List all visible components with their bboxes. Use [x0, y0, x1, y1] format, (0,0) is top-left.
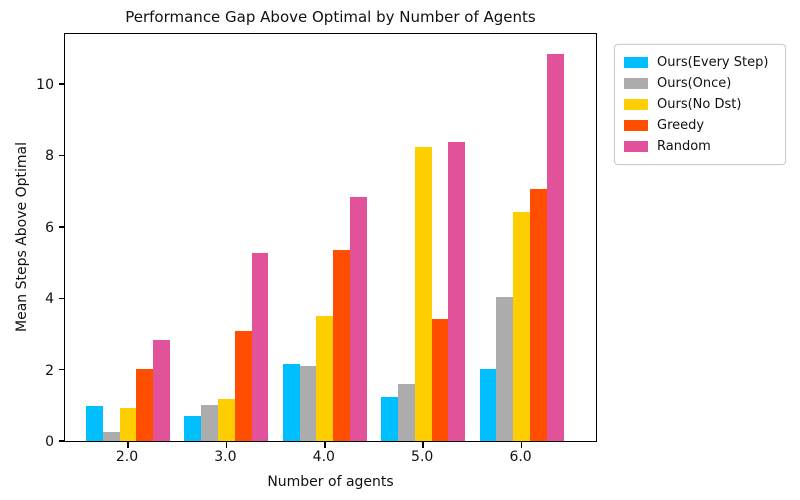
bar-random-agents-5.0: [448, 141, 466, 441]
y-tick-mark: [59, 226, 65, 228]
legend-label: Ours(Once): [657, 76, 732, 91]
x-tick-mark: [520, 441, 523, 448]
bar-random-agents-2.0: [153, 339, 170, 441]
bar-ours-every-step-agents-2.0: [86, 406, 103, 441]
legend-item: Ours(No Dst): [624, 94, 776, 115]
legend-item: Greedy: [624, 115, 776, 136]
bar-ours-no-dst-agents-2.0: [119, 408, 137, 441]
legend-swatch-icon: [624, 120, 648, 131]
bar-random-agents-6.0: [546, 54, 564, 441]
bar-ours-every-step-agents-6.0: [479, 368, 497, 441]
bar-ours-every-step-agents-4.0: [282, 363, 300, 441]
bar-ours-once-agents-4.0: [299, 366, 317, 441]
bar-greedy-agents-2.0: [136, 368, 154, 441]
chart-title: Performance Gap Above Optimal by Number …: [125, 8, 536, 26]
legend-item: Random: [624, 136, 776, 157]
y-tick-mark: [59, 297, 65, 299]
legend-item: Ours(Every Step): [624, 52, 776, 73]
x-tick-label: 6.0: [509, 449, 532, 465]
legend-label: Greedy: [657, 118, 705, 133]
x-tick-mark: [324, 441, 326, 448]
legend-swatch-icon: [624, 78, 648, 89]
legend-swatch-icon: [624, 99, 648, 110]
x-tick-label: 2.0: [115, 449, 139, 465]
y-tick-label: 10: [36, 77, 54, 94]
y-tick-label: 6: [45, 219, 54, 236]
legend-label: Ours(No Dst): [657, 97, 742, 112]
y-tick-mark: [59, 368, 65, 371]
x-tick-mark: [127, 441, 129, 448]
y-tick-label: 2: [45, 362, 54, 379]
x-tick-mark: [225, 441, 228, 448]
legend-swatch-icon: [624, 57, 648, 68]
y-tick-mark: [59, 154, 65, 157]
bar-greedy-agents-3.0: [234, 331, 252, 441]
bar-greedy-agents-5.0: [431, 318, 449, 441]
y-tick-label: 4: [45, 291, 54, 308]
bar-ours-once-agents-2.0: [102, 432, 120, 441]
bar-ours-no-dst-agents-5.0: [414, 147, 432, 441]
x-tick-label: 3.0: [214, 449, 237, 465]
bar-ours-every-step-agents-3.0: [184, 416, 202, 441]
bar-ours-every-step-agents-5.0: [381, 396, 398, 441]
y-tick-mark: [59, 440, 65, 442]
legend-label: Random: [657, 139, 711, 154]
bar-ours-once-agents-6.0: [496, 296, 514, 441]
bar-greedy-agents-4.0: [333, 250, 350, 441]
x-axis-label: Number of agents: [267, 474, 394, 490]
bar-random-agents-4.0: [350, 196, 367, 441]
bar-ours-no-dst-agents-4.0: [316, 316, 334, 441]
plot-area: [59, 33, 597, 448]
legend-label: Ours(Every Step): [657, 55, 769, 70]
y-tick-label: 0: [45, 434, 54, 450]
x-tick-mark: [422, 441, 424, 448]
y-tick-label: 8: [45, 148, 54, 165]
legend: Ours(Every Step) Ours(Once) Ours(No Dst) Gr…: [614, 44, 786, 165]
bar-ours-no-dst-agents-6.0: [513, 212, 530, 441]
bar-ours-once-agents-3.0: [201, 404, 218, 441]
bar-ours-no-dst-agents-3.0: [218, 398, 235, 441]
y-tick-mark: [59, 83, 65, 85]
legend-item: Ours(Once): [624, 73, 776, 94]
x-tick-label: 4.0: [312, 449, 335, 465]
bar-random-agents-3.0: [251, 252, 269, 441]
bar-greedy-agents-6.0: [530, 189, 547, 441]
x-tick-label: 5.0: [411, 449, 434, 465]
legend-swatch-icon: [624, 141, 648, 152]
bar-ours-once-agents-5.0: [398, 383, 415, 441]
